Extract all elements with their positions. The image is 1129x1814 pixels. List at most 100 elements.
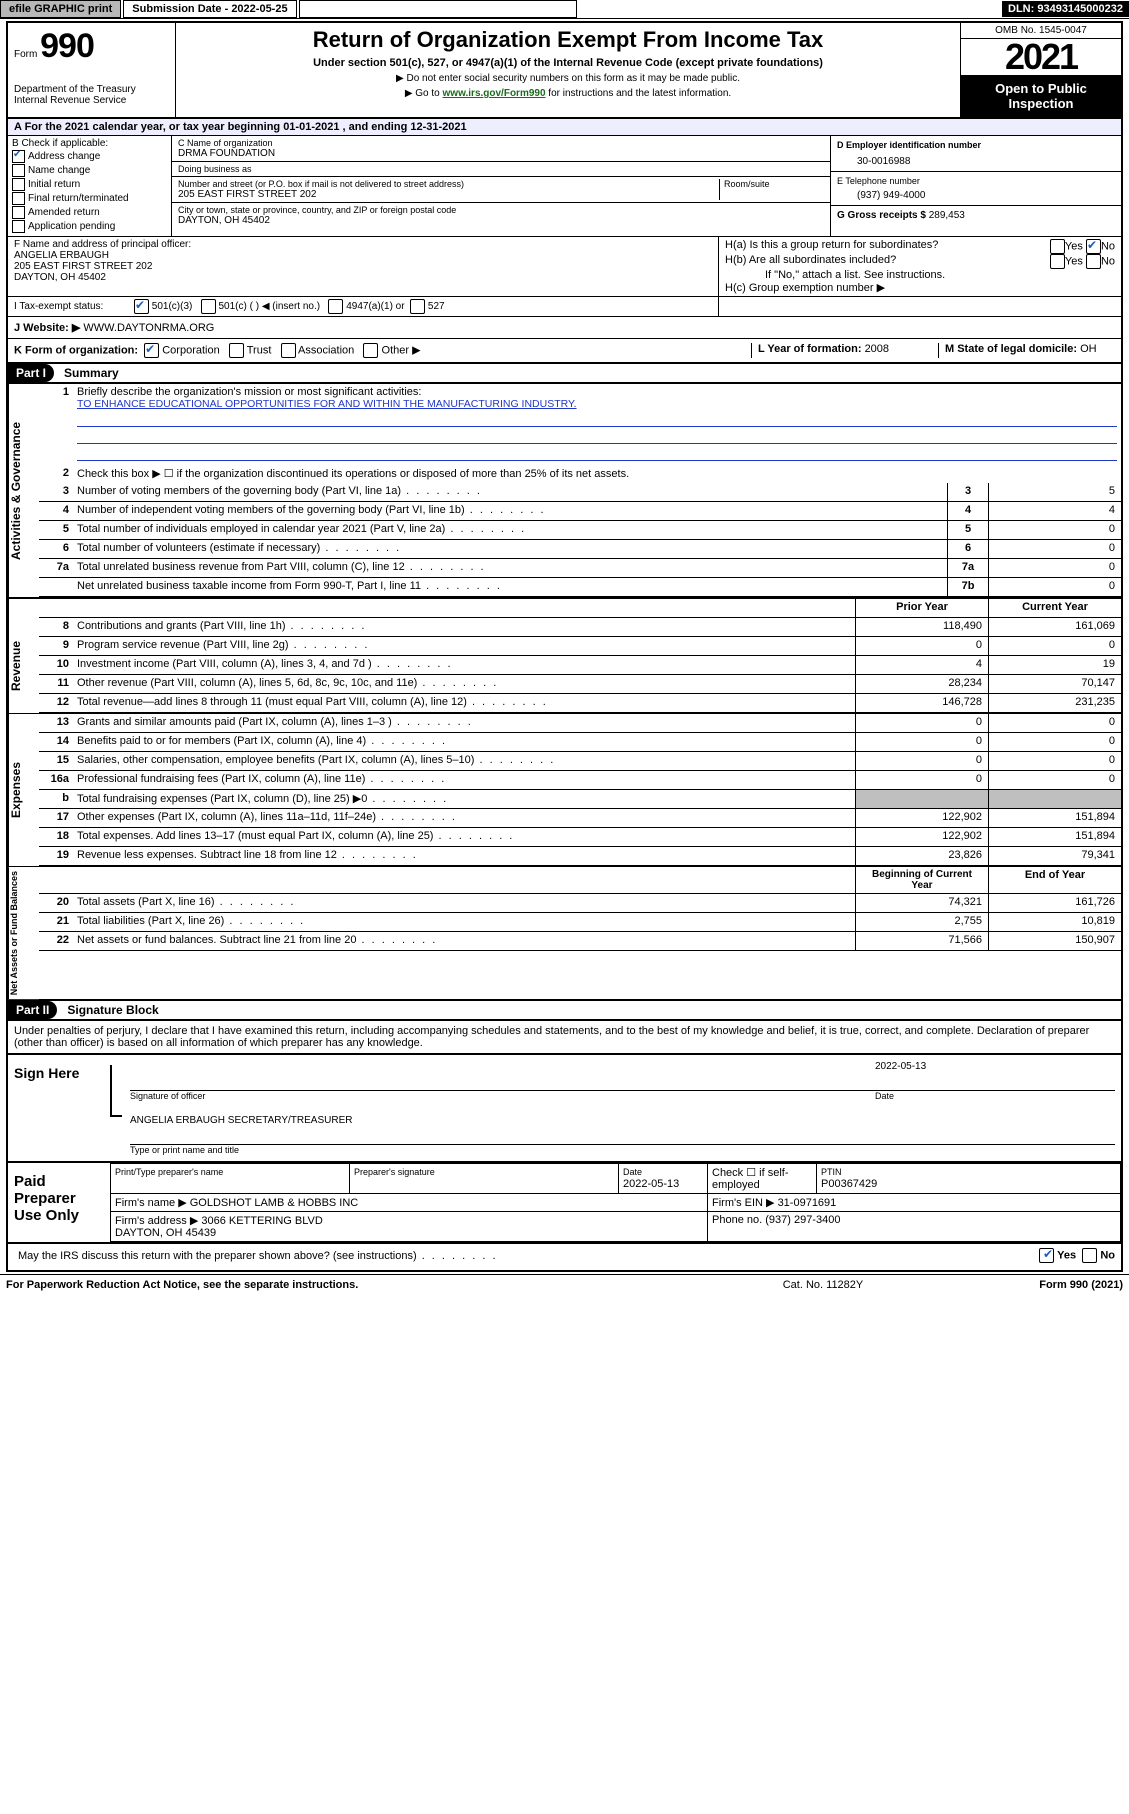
other-checkbox[interactable] — [363, 343, 378, 358]
firm-phone-value: (937) 297-3400 — [765, 1214, 840, 1226]
type-name-label: Type or print name and title — [130, 1145, 239, 1155]
money-line: 11Other revenue (Part VIII, column (A), … — [39, 675, 1121, 694]
firm-ein-label: Firm's EIN ▶ — [712, 1197, 775, 1209]
checkbox[interactable] — [12, 192, 25, 205]
top-toolbar: efile GRAPHIC print Submission Date - 20… — [0, 0, 1129, 19]
footer: For Paperwork Reduction Act Notice, see … — [0, 1274, 1129, 1295]
summary-line: 3Number of voting members of the governi… — [39, 483, 1121, 502]
money-line: 10Investment income (Part VIII, column (… — [39, 656, 1121, 675]
summary-line: 7aTotal unrelated business revenue from … — [39, 559, 1121, 578]
domicile-label: M State of legal domicile: — [945, 343, 1080, 355]
phone-label: E Telephone number — [837, 176, 1115, 186]
checkbox-row[interactable]: Address change — [12, 150, 167, 163]
checkbox[interactable] — [12, 150, 25, 163]
h-b-label: H(b) Are all subordinates included? — [725, 254, 896, 269]
line2-text: Check this box ▶ ☐ if the organization d… — [73, 465, 1121, 483]
submission-date-button[interactable]: Submission Date - 2022-05-25 — [123, 0, 296, 18]
col-de-info: D Employer identification number 30-0016… — [831, 136, 1121, 236]
blank-button[interactable] — [299, 0, 577, 18]
website-value: WWW.DAYTONRMA.ORG — [83, 322, 214, 334]
part2-header-row: Part II Signature Block — [8, 999, 1121, 1021]
checkbox-label: Initial return — [28, 179, 80, 190]
checkbox-row[interactable]: Initial return — [12, 178, 167, 191]
discuss-yes-checkbox[interactable] — [1039, 1248, 1054, 1263]
pt-selfemployed: Check ☐ if self-employed — [708, 1164, 817, 1194]
checkbox[interactable] — [12, 206, 25, 219]
open-public-badge: Open to Public Inspection — [961, 75, 1121, 117]
row-j-website: J Website: ▶ WWW.DAYTONRMA.ORG — [8, 317, 1121, 339]
ha-no-label: No — [1101, 240, 1115, 252]
money-line: bTotal fundraising expenses (Part IX, co… — [39, 790, 1121, 809]
officer-addr1: 205 EAST FIRST STREET 202 — [14, 261, 712, 272]
discuss-no-checkbox[interactable] — [1082, 1248, 1097, 1263]
pt-date-value: 2022-05-13 — [623, 1178, 679, 1190]
discuss-no-label: No — [1100, 1250, 1115, 1262]
checkbox-row[interactable]: Name change — [12, 164, 167, 177]
line1-text: Briefly describe the organization's miss… — [77, 386, 421, 398]
firm-phone-label: Phone no. — [712, 1214, 765, 1226]
assoc-checkbox[interactable] — [281, 343, 296, 358]
col-h-group: H(a) Is this a group return for subordin… — [719, 237, 1121, 296]
year-formation-value: 2008 — [865, 343, 889, 355]
opt-assoc: Association — [298, 344, 354, 356]
checkbox-row[interactable]: Amended return — [12, 206, 167, 219]
trust-checkbox[interactable] — [229, 343, 244, 358]
efile-button[interactable]: efile GRAPHIC print — [0, 0, 121, 18]
officer-addr2: DAYTON, OH 45402 — [14, 272, 712, 283]
firm-ein-value: 31-0971691 — [778, 1197, 837, 1209]
col-b-checkboxes: B Check if applicable: Address changeNam… — [8, 136, 172, 236]
checkbox-row[interactable]: Application pending — [12, 220, 167, 233]
opt-4947: 4947(a)(1) or — [346, 301, 404, 312]
begin-year-header: Beginning of Current Year — [855, 867, 988, 893]
officer-name: ANGELIA ERBAUGH — [14, 250, 712, 261]
part1-title: Summary — [54, 366, 119, 380]
discuss-yes-label: Yes — [1057, 1250, 1076, 1262]
checkbox[interactable] — [12, 220, 25, 233]
4947-checkbox[interactable] — [328, 299, 343, 314]
officer-printed-name: ANGELIA ERBAUGH SECRETARY/TREASURER — [130, 1115, 1115, 1126]
preparer-table: Print/Type preparer's name Preparer's si… — [110, 1163, 1121, 1242]
checkbox[interactable] — [12, 178, 25, 191]
501c-checkbox[interactable] — [201, 299, 216, 314]
city-label: City or town, state or province, country… — [178, 205, 824, 215]
mission-text: TO ENHANCE EDUCATIONAL OPPORTUNITIES FOR… — [77, 398, 577, 410]
domicile-value: OH — [1080, 343, 1097, 355]
527-checkbox[interactable] — [410, 299, 425, 314]
h-a-label: H(a) Is this a group return for subordin… — [725, 239, 938, 254]
irs-link[interactable]: www.irs.gov/Form990 — [443, 88, 546, 99]
sig-date-value: 2022-05-13 — [875, 1061, 1115, 1072]
sig-date-label: Date — [875, 1091, 1115, 1101]
ha-no-checkbox[interactable] — [1086, 239, 1101, 254]
org-name: DRMA FOUNDATION — [178, 148, 824, 159]
discuss-label: May the IRS discuss this return with the… — [14, 1248, 975, 1266]
opt-trust: Trust — [247, 344, 272, 356]
opt-527: 527 — [428, 301, 445, 312]
hb-no-checkbox[interactable] — [1086, 254, 1101, 269]
note2-post: for instructions and the latest informat… — [546, 88, 732, 99]
room-label: Room/suite — [724, 179, 824, 189]
note-2: ▶ Go to www.irs.gov/Form990 for instruct… — [186, 88, 950, 99]
declaration-text: Under penalties of perjury, I declare th… — [8, 1021, 1121, 1055]
formorg-label: K Form of organization: — [14, 344, 138, 356]
summary-line: 6Total number of volunteers (estimate if… — [39, 540, 1121, 559]
opt-501c3: 501(c)(3) — [152, 301, 193, 312]
form-id-box: Form 990 Department of the Treasury Inte… — [8, 23, 176, 117]
hb-yes-checkbox[interactable] — [1050, 254, 1065, 269]
501c3-checkbox[interactable] — [134, 299, 149, 314]
checkbox-label: Address change — [28, 151, 100, 162]
money-line: 14Benefits paid to or for members (Part … — [39, 733, 1121, 752]
ha-yes-checkbox[interactable] — [1050, 239, 1065, 254]
corp-checkbox[interactable] — [144, 343, 159, 358]
paid-preparer-label: Paid Preparer Use Only — [8, 1163, 110, 1242]
ein-label: D Employer identification number — [837, 140, 1115, 150]
checkbox[interactable] — [12, 164, 25, 177]
money-line: 19Revenue less expenses. Subtract line 1… — [39, 847, 1121, 866]
form-number: 990 — [40, 27, 94, 65]
part2-title: Signature Block — [57, 1003, 158, 1017]
firm-addr-label: Firm's address ▶ — [115, 1215, 198, 1227]
gross-value: 289,453 — [929, 210, 965, 221]
summary-line: 5Total number of individuals employed in… — [39, 521, 1121, 540]
checkbox-row[interactable]: Final return/terminated — [12, 192, 167, 205]
year-box: OMB No. 1545-0047 2021 Open to Public In… — [960, 23, 1121, 117]
dln-label: DLN: 93493145000232 — [1002, 1, 1129, 17]
